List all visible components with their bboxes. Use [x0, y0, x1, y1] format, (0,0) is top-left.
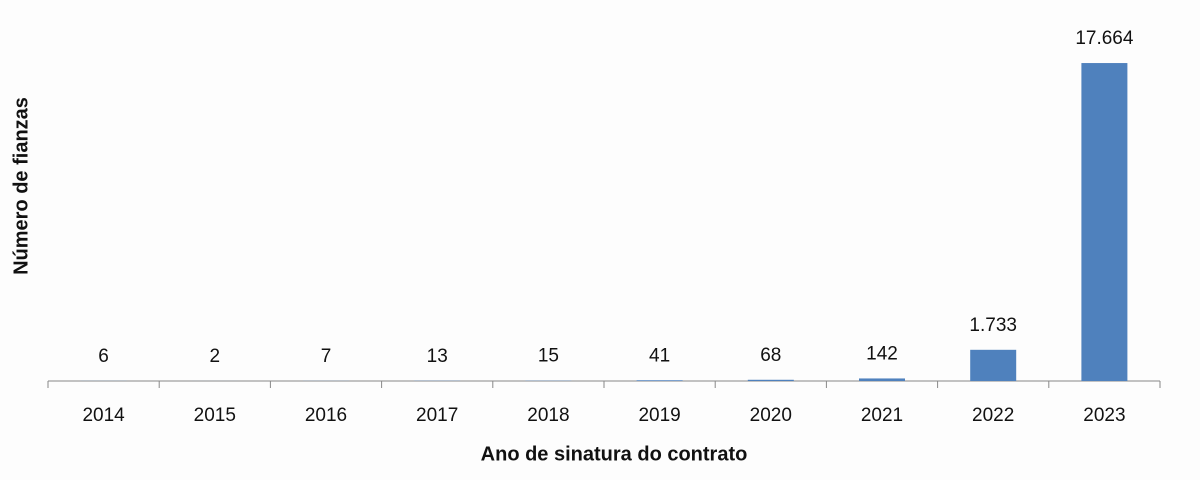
bar — [636, 380, 683, 381]
x-tick-label: 2021 — [861, 405, 903, 426]
value-label: 142 — [866, 343, 898, 364]
x-tick-label: 2019 — [638, 405, 680, 426]
x-tick-label: 2018 — [527, 405, 569, 426]
value-label: 6 — [98, 346, 109, 367]
value-label: 2 — [210, 346, 221, 367]
x-tick-label: 2017 — [416, 405, 458, 426]
value-label: 13 — [427, 346, 448, 367]
y-axis-title: Número de fianzas — [10, 97, 32, 275]
x-tick-label: 2015 — [194, 405, 236, 426]
x-tick-label: 2023 — [1083, 405, 1125, 426]
bar — [859, 378, 905, 381]
bar — [970, 349, 1017, 381]
x-tick-label: 2022 — [972, 405, 1014, 426]
x-tick-label: 2016 — [305, 405, 347, 426]
bar — [1081, 63, 1128, 381]
value-label: 7 — [321, 346, 332, 367]
value-label: 41 — [649, 345, 670, 366]
value-label: 1.733 — [969, 315, 1017, 336]
value-label: 68 — [760, 345, 781, 366]
bar — [747, 379, 794, 381]
x-axis-title: Ano de sinatura do contrato — [481, 443, 748, 465]
x-tick-label: 2014 — [82, 405, 125, 426]
value-label: 15 — [538, 346, 559, 367]
value-label: 17.664 — [1075, 28, 1134, 49]
x-tick-label: 2020 — [750, 405, 792, 426]
